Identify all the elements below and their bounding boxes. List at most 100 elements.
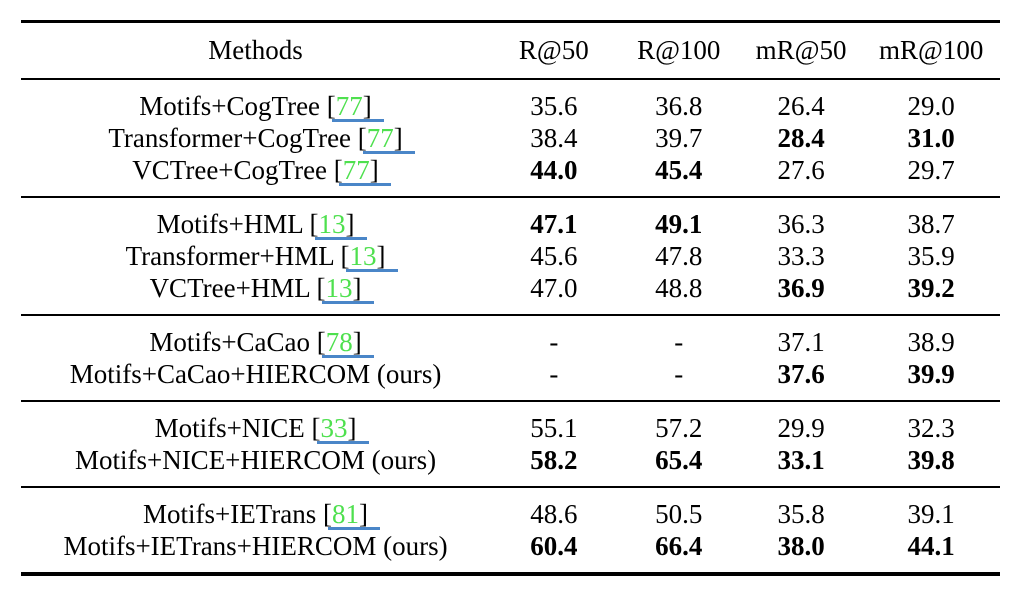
- citation-link[interactable]: [78]: [317, 327, 374, 358]
- value-cell: 65.4: [655, 445, 703, 475]
- citation-link[interactable]: [13]: [341, 241, 398, 272]
- results-table: Methods R@50 R@100 mR@50 mR@100 Motifs+C…: [21, 20, 1000, 576]
- value-cell: 38.4: [530, 123, 578, 153]
- value-cell: 36.9: [777, 273, 825, 303]
- method-cell: VCTree+HML [13]: [21, 272, 490, 315]
- value-cell: 29.0: [907, 91, 955, 121]
- method-cell: Motifs+IETrans [81]: [21, 487, 490, 530]
- header-cell-r50: R@50: [490, 21, 618, 80]
- value-cell: 60.4: [530, 531, 578, 561]
- citation-number: 81: [332, 499, 360, 529]
- value-cell: 31.0: [907, 123, 955, 153]
- method-group: Motifs+NICE [33] 55.1 57.2 29.9 32.3 Motifs+N…: [21, 401, 1000, 487]
- value-cell: 37.1: [777, 327, 825, 357]
- citation-link[interactable]: [13]: [317, 273, 374, 304]
- value-cell: -: [674, 327, 684, 357]
- value-cell: 35.8: [777, 499, 825, 529]
- table-row: VCTree+HML [13] 47.0 48.8 36.9 39.2: [21, 272, 1000, 315]
- method-cell: Motifs+CaCao [78]: [21, 315, 490, 358]
- citation-number: 13: [318, 209, 346, 239]
- citation-link[interactable]: [33]: [312, 413, 369, 444]
- value-cell: 48.8: [655, 273, 703, 303]
- value-cell: -: [549, 327, 559, 357]
- citation-link[interactable]: [77]: [358, 123, 415, 154]
- method-cell: Motifs+CaCao+HIERCOM (ours): [69, 359, 442, 389]
- value-cell: 38.9: [907, 327, 955, 357]
- table-row: Motifs+CaCao [78] - - 37.1 38.9: [21, 315, 1000, 358]
- citation-number: 77: [366, 123, 394, 153]
- method-cell: VCTree+CogTree [77]: [21, 154, 490, 197]
- header-cell-r100: R@100: [617, 21, 740, 80]
- citation-number: 77: [342, 155, 370, 185]
- value-cell: 39.8: [907, 445, 955, 475]
- value-cell: 33.3: [777, 241, 825, 271]
- table-row: Transformer+HML [13] 45.6 47.8 33.3 35.9: [21, 240, 1000, 272]
- value-cell: -: [674, 359, 684, 389]
- table-row: Motifs+IETrans+HIERCOM (ours) 60.4 66.4 38.…: [21, 530, 1000, 574]
- method-group: Motifs+CaCao [78] - -37.1 38.9 Motifs+CaCao+…: [21, 315, 1000, 401]
- value-cell: 49.1: [655, 209, 703, 239]
- table-row: Transformer+CogTree [77] 38.4 39.7 28.4 31.0: [21, 122, 1000, 154]
- value-cell: 39.2: [907, 273, 955, 303]
- value-cell: 45.6: [530, 241, 578, 271]
- value-cell: 44.1: [907, 531, 955, 561]
- method-cell: Motifs+IETrans+HIERCOM (ours): [63, 531, 448, 561]
- value-cell: 38.0: [777, 531, 825, 561]
- table-header: Methods R@50 R@100 mR@50 mR@100: [21, 21, 1000, 80]
- header-row: Methods R@50 R@100 mR@50 mR@100: [21, 21, 1000, 80]
- citation-number: 13: [349, 241, 377, 271]
- citation-number: 13: [325, 273, 353, 303]
- citation-number: 78: [325, 327, 353, 357]
- citation-link[interactable]: [81]: [323, 499, 381, 530]
- value-cell: 58.2: [530, 445, 578, 475]
- value-cell: 33.1: [777, 445, 825, 475]
- method-cell: Motifs+CogTree [77]: [21, 79, 490, 122]
- citation-link[interactable]: [13]: [310, 209, 367, 240]
- table-row: Motifs+IETrans [81] 48.6 50.5 35.8 39.1: [21, 487, 1000, 530]
- method-group: Motifs+IETrans [81] 48.6 50.5 35.8 39.1 Motif…: [21, 487, 1000, 574]
- method-group: Motifs+CogTree [77] 35.6 36.8 26.4 29.0 Trans…: [21, 79, 1000, 197]
- value-cell: 48.6: [530, 499, 578, 529]
- value-cell: 36.3: [777, 209, 825, 239]
- value-cell: 66.4: [655, 531, 703, 561]
- value-cell: 39.9: [907, 359, 955, 389]
- table-row: VCTree+CogTree [77] 44.0 45.4 27.6 29.7: [21, 154, 1000, 197]
- value-cell: 37.6: [777, 359, 825, 389]
- citation-link[interactable]: [77]: [334, 155, 391, 186]
- citation-link[interactable]: [77]: [327, 91, 384, 122]
- value-cell: 32.3: [907, 413, 955, 443]
- table-row: Motifs+NICE+HIERCOM (ours) 58.2 65.4 33.1 39…: [21, 444, 1000, 487]
- value-cell: -: [549, 359, 559, 389]
- value-cell: 39.7: [655, 123, 703, 153]
- method-cell: Transformer+CogTree [77]: [21, 122, 490, 154]
- table-row: Motifs+NICE [33] 55.1 57.2 29.9 32.3: [21, 401, 1000, 444]
- method-cell: Motifs+HML [13]: [21, 197, 490, 240]
- header-cell-methods: Methods: [21, 21, 491, 80]
- method-group: Motifs+HML [13] 47.1 49.1 36.3 38.7 Transform…: [21, 197, 1000, 315]
- table-row: Motifs+HML [13] 47.1 49.1 36.3 38.7: [21, 197, 1000, 240]
- citation-number: 77: [335, 91, 363, 121]
- table-row: Motifs+CaCao+HIERCOM (ours) - - 37.6 39.9: [21, 358, 1000, 401]
- value-cell: 55.1: [530, 413, 578, 443]
- value-cell: 50.5: [655, 499, 703, 529]
- value-cell: 29.9: [777, 413, 825, 443]
- value-cell: 36.8: [655, 91, 703, 121]
- method-cell: Transformer+HML [13]: [21, 240, 490, 272]
- table-row: Motifs+CogTree [77] 35.6 36.8 26.4 29.0: [21, 79, 1000, 122]
- header-cell-mr50: mR@50: [739, 21, 863, 80]
- value-cell: 57.2: [655, 413, 703, 443]
- header-cell-mr100: mR@100: [862, 21, 1000, 80]
- value-cell: 35.9: [907, 241, 955, 271]
- value-cell: 47.8: [655, 241, 703, 271]
- value-cell: 47.0: [530, 273, 578, 303]
- value-cell: 47.1: [530, 209, 578, 239]
- value-cell: 38.7: [907, 209, 955, 239]
- results-table-container: Methods R@50 R@100 mR@50 mR@100 Motifs+C…: [21, 20, 1000, 576]
- citation-number: 33: [320, 413, 348, 443]
- value-cell: 27.6: [777, 155, 825, 185]
- method-cell: Motifs+NICE [33]: [21, 401, 490, 444]
- value-cell: 26.4: [777, 91, 825, 121]
- value-cell: 35.6: [530, 91, 578, 121]
- value-cell: 29.7: [907, 155, 955, 185]
- value-cell: 44.0: [530, 155, 578, 185]
